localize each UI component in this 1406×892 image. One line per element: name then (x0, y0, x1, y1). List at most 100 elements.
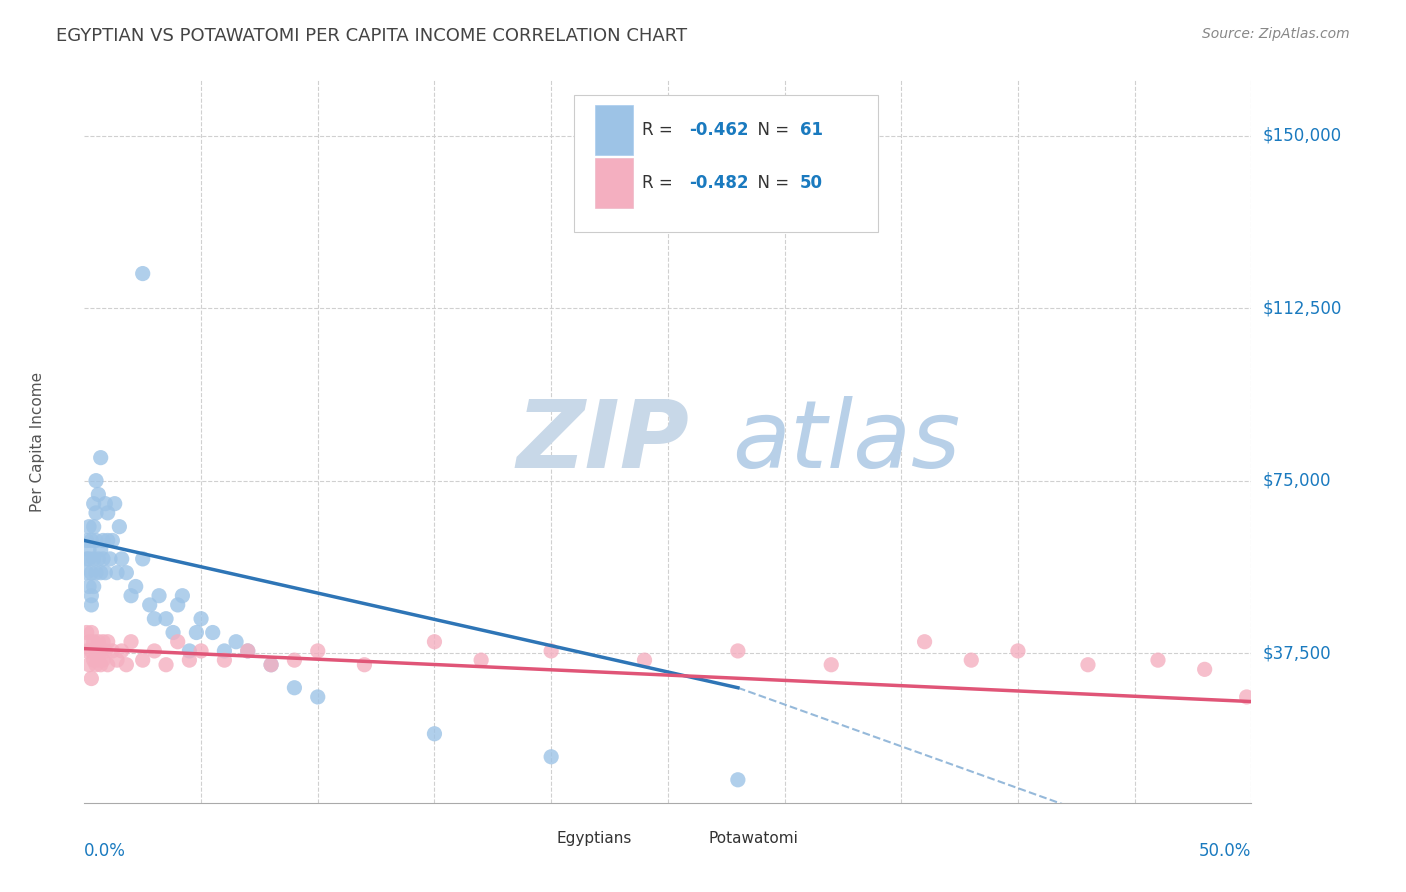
Point (1007, 644, 1029, 658)
Point (83, 580, 105, 594)
Text: R =: R = (643, 174, 678, 192)
Point (1077, 657, 1099, 672)
Point (307, 644, 329, 658)
Point (138, 598, 160, 612)
Point (84, 533, 107, 548)
Point (307, 690, 329, 704)
Point (76, 533, 98, 548)
Point (97, 634, 120, 648)
Point (91, 552, 114, 566)
Point (83, 552, 105, 566)
Point (84, 566, 107, 580)
Point (120, 589, 142, 603)
FancyBboxPatch shape (678, 833, 704, 850)
Text: $37,500: $37,500 (1263, 644, 1331, 662)
Point (84, 474, 107, 488)
Point (80, 589, 103, 603)
Text: Source: ZipAtlas.com: Source: ZipAtlas.com (1202, 27, 1350, 41)
Point (94, 497, 117, 511)
Point (236, 644, 259, 658)
Point (101, 644, 124, 658)
Point (540, 749, 562, 764)
Point (172, 589, 194, 603)
FancyBboxPatch shape (575, 95, 877, 232)
Point (132, 267, 155, 281)
Point (633, 653, 655, 667)
Point (87, 552, 110, 566)
Point (105, 653, 128, 667)
Point (104, 497, 127, 511)
Point (727, 644, 749, 658)
Point (914, 634, 936, 648)
Point (77, 634, 100, 648)
Point (214, 653, 236, 667)
Point (155, 612, 177, 626)
Point (115, 566, 138, 580)
Text: -0.482: -0.482 (689, 174, 748, 192)
Text: atlas: atlas (733, 396, 960, 487)
Point (84, 644, 107, 658)
Point (98, 552, 121, 566)
Point (91, 634, 114, 648)
Point (77, 542, 100, 557)
Point (83, 497, 105, 511)
Point (260, 657, 283, 672)
Point (76, 625, 98, 640)
Point (90, 566, 112, 580)
Text: Potawatomi: Potawatomi (709, 831, 799, 847)
Text: $112,500: $112,500 (1263, 299, 1341, 317)
Text: N =: N = (747, 121, 794, 139)
Point (80, 566, 103, 580)
Point (166, 634, 188, 648)
Point (353, 657, 375, 672)
Point (143, 644, 166, 658)
Text: $75,000: $75,000 (1263, 472, 1331, 490)
Point (166, 598, 188, 612)
Point (76, 552, 98, 566)
Point (101, 533, 124, 548)
Point (87, 487, 110, 501)
Point (820, 657, 842, 672)
Point (132, 552, 155, 566)
Text: 50.0%: 50.0% (1199, 842, 1251, 860)
Point (83, 634, 105, 648)
Point (155, 657, 177, 672)
Point (423, 727, 446, 741)
FancyBboxPatch shape (596, 158, 633, 208)
Text: -0.462: -0.462 (689, 121, 748, 139)
Point (727, 772, 749, 787)
Point (77, 552, 100, 566)
Point (1194, 662, 1216, 676)
Point (80, 672, 103, 686)
Point (162, 625, 184, 640)
Point (77, 580, 100, 594)
Point (120, 634, 142, 648)
Point (225, 634, 247, 648)
FancyBboxPatch shape (596, 105, 633, 155)
Point (179, 653, 201, 667)
Point (80, 644, 103, 658)
Point (91, 533, 114, 548)
Point (190, 612, 212, 626)
Point (283, 653, 305, 667)
Point (91, 653, 114, 667)
Point (84, 657, 107, 672)
Point (143, 612, 166, 626)
Point (260, 657, 283, 672)
Point (423, 634, 446, 648)
Point (148, 589, 170, 603)
Point (77, 657, 100, 672)
Point (115, 657, 138, 672)
Point (90, 644, 112, 658)
Point (87, 653, 110, 667)
Point (125, 580, 148, 594)
Point (236, 644, 259, 658)
Point (90, 657, 112, 672)
Point (186, 625, 208, 640)
Point (83, 519, 105, 533)
Point (111, 552, 134, 566)
Text: N =: N = (747, 174, 794, 192)
Point (960, 653, 983, 667)
Point (540, 644, 562, 658)
Point (84, 506, 107, 520)
